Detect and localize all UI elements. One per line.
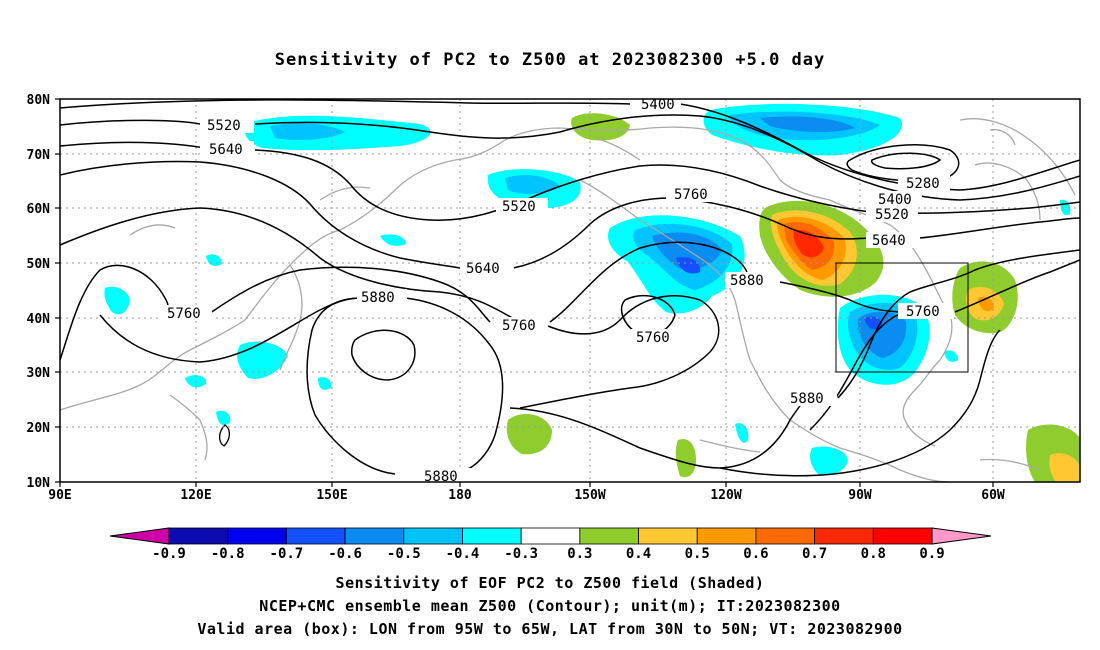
lon-label: 150W xyxy=(574,488,605,503)
contour-label: 5880 xyxy=(730,273,764,289)
contour-label: 5520 xyxy=(207,118,241,134)
contour-label: 5880 xyxy=(790,391,824,407)
lat-label: 40N xyxy=(27,312,51,327)
lat-label: 20N xyxy=(27,421,51,436)
colorbar-cell xyxy=(285,527,346,545)
colorbar-cell xyxy=(403,527,463,545)
colorbar-label: -0.8 xyxy=(211,546,245,562)
colorbar-cell xyxy=(872,527,933,545)
contour-label: 5400 xyxy=(878,192,912,208)
colorbar-cell xyxy=(579,527,639,545)
lat-label: 10N xyxy=(27,476,51,491)
colorbar-label: -0.4 xyxy=(446,546,480,562)
colorbar-cell xyxy=(755,527,816,545)
lat-label: 30N xyxy=(27,366,51,381)
colorbar-cell xyxy=(638,527,698,545)
contour-label: 5520 xyxy=(875,207,909,223)
lon-label: 180 xyxy=(448,488,472,503)
colorbar-label: 0.9 xyxy=(919,546,944,562)
valid-area-box xyxy=(835,262,969,373)
colorbar-label: 0.8 xyxy=(861,546,886,562)
contour-label: 5640 xyxy=(466,261,500,277)
colorbar-label: -0.6 xyxy=(328,546,362,562)
lat-label: 60N xyxy=(27,202,51,217)
lat-label: 50N xyxy=(27,257,51,272)
contour-label: 5760 xyxy=(502,318,536,334)
caption-line-1: Sensitivity of EOF PC2 to Z500 field (Sh… xyxy=(335,574,765,592)
colorbar-label: 0.7 xyxy=(802,546,827,562)
contour-label: 5520 xyxy=(502,199,536,215)
colorbar-cell xyxy=(814,527,874,545)
lon-label: 150E xyxy=(316,488,347,503)
colorbar-cell xyxy=(227,527,287,545)
plot-frame xyxy=(59,98,1081,483)
contour-label: 5640 xyxy=(872,233,906,249)
colorbar-label: 0.6 xyxy=(743,546,768,562)
caption-line-3: Valid area (box): LON from 95W to 65W, L… xyxy=(197,620,903,638)
colorbar-cell xyxy=(520,527,581,545)
caption-line-2: NCEP+CMC ensemble mean Z500 (Contour); u… xyxy=(259,597,841,615)
colorbar-label: -0.3 xyxy=(504,546,538,562)
colorbar-cell xyxy=(696,527,757,545)
colorbar-cell xyxy=(462,527,522,545)
colorbar: -0.9 -0.8 -0.7 -0.6 -0.5 -0.4 -0.3 0.3 0.4 0.5 0.6… xyxy=(109,527,992,562)
lat-label: 80N xyxy=(27,93,51,108)
contour-label: 5880 xyxy=(424,469,458,485)
colorbar-label: -0.7 xyxy=(270,546,304,562)
contour-label: 5760 xyxy=(636,330,670,346)
contour-label: 5280 xyxy=(906,176,940,192)
lon-label: 120W xyxy=(710,488,741,503)
colorbar-label: 0.5 xyxy=(685,546,710,562)
colorbar-label: -0.5 xyxy=(387,546,421,562)
coastlines xyxy=(60,118,1076,482)
lon-label: 90W xyxy=(848,488,872,503)
contour-label: 5760 xyxy=(167,306,201,322)
colorbar-label: -0.9 xyxy=(152,546,186,562)
colorbar-low-extension xyxy=(109,527,170,545)
colorbar-high-extension xyxy=(931,527,992,545)
colorbar-label: 0.4 xyxy=(626,546,651,562)
lon-label: 60W xyxy=(981,488,1005,503)
lon-label: 90E xyxy=(48,488,71,503)
lat-label: 70N xyxy=(27,148,51,163)
contour-label: 5760 xyxy=(674,187,708,203)
contour-label: 5640 xyxy=(209,142,243,158)
chart-title: Sensitivity of PC2 to Z500 at 2023082300… xyxy=(274,50,826,70)
colorbar-label: 0.3 xyxy=(567,546,592,562)
contour-label: 5760 xyxy=(906,304,940,320)
colorbar-cell xyxy=(344,527,405,545)
contour-label: 5880 xyxy=(361,290,395,306)
contour-labels: 5400 5520 5640 5520 5760 5280 5400 5520 … xyxy=(160,97,952,485)
lon-label: 120E xyxy=(180,488,211,503)
colorbar-cell xyxy=(168,527,229,545)
contour-label: 5400 xyxy=(641,97,675,113)
shading-layer xyxy=(104,103,1080,482)
